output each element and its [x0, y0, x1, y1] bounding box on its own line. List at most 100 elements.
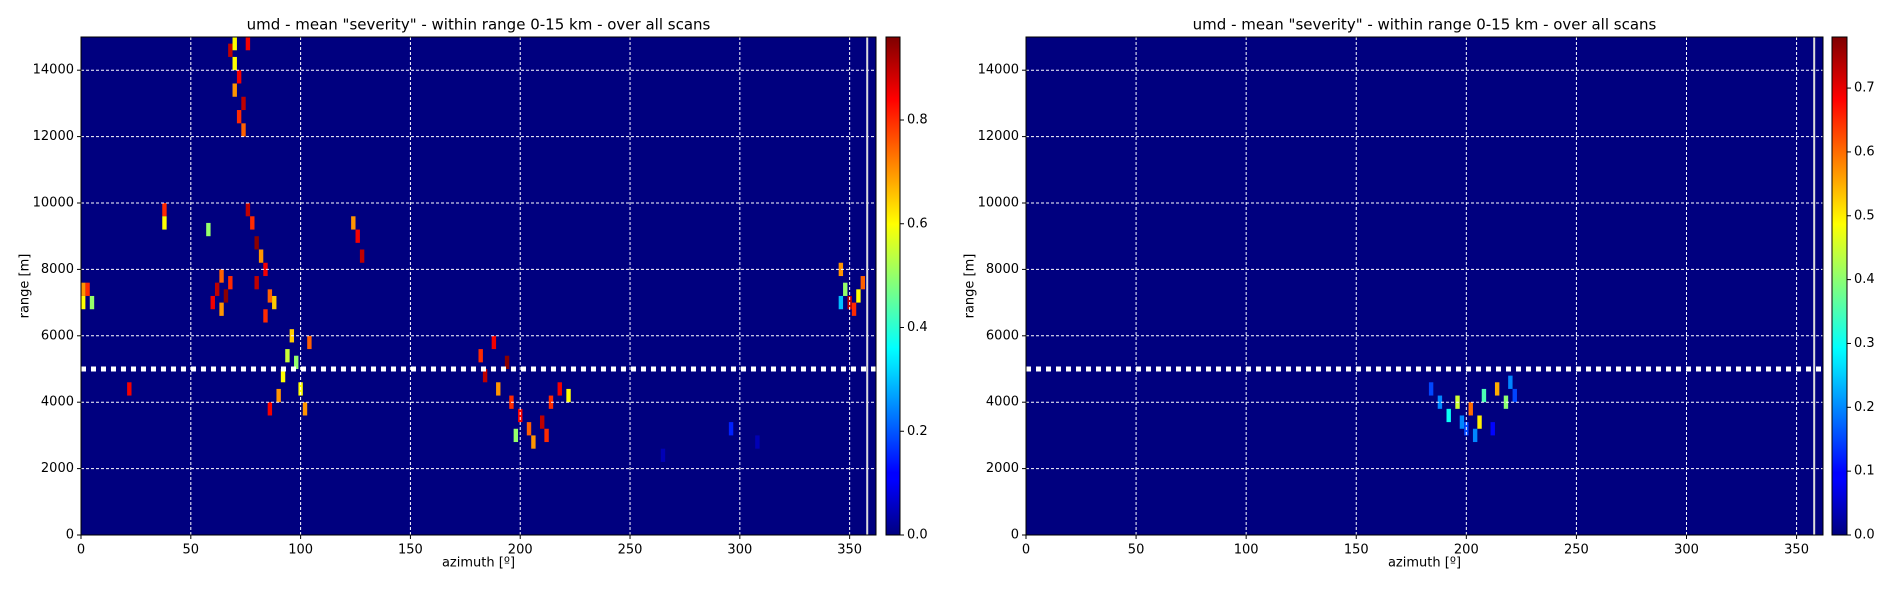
colorbar [885, 36, 901, 536]
heat-cell [526, 422, 532, 436]
heat-cell [228, 276, 233, 290]
heat-cell [210, 295, 215, 310]
heat-cell [1508, 375, 1513, 389]
heat-cell [482, 369, 488, 383]
heat-cell [245, 203, 251, 217]
colorbar-tick-label: 0.6 [1854, 144, 1875, 159]
heat-cell [1472, 428, 1478, 443]
y-tick-label: 10000 [33, 196, 74, 211]
heat-cell [513, 428, 519, 443]
y-tick-label: 0 [1011, 528, 1019, 543]
heat-cell [254, 236, 259, 250]
heat-cell [232, 37, 237, 51]
heat-cell [355, 229, 360, 243]
heat-cell [236, 110, 242, 124]
x-tick-label: 250 [1564, 543, 1589, 558]
heat-cell [755, 435, 760, 449]
colorbar-tick-label: 0.0 [907, 528, 928, 543]
heat-cell [1494, 382, 1500, 396]
y-axis-label: range [m] [18, 254, 33, 319]
heat-cell [548, 395, 554, 409]
x-tick-label: 300 [1674, 543, 1699, 558]
heat-cell [219, 302, 224, 316]
heat-cell [223, 289, 229, 303]
y-tick-label: 0 [66, 528, 74, 543]
colorbar-tick-label: 0.5 [1854, 208, 1875, 223]
y-tick-label: 8000 [986, 262, 1019, 277]
heat-cell [351, 216, 356, 230]
heat-cell [496, 382, 501, 396]
x-tick-label: 200 [1454, 543, 1479, 558]
plot-frame [80, 36, 877, 536]
heat-cell [843, 282, 848, 296]
heat-cell [544, 428, 549, 443]
heat-cell [728, 422, 734, 436]
y-axis-label: range [m] [963, 254, 978, 319]
x-tick-label: 350 [1784, 543, 1809, 558]
x-tick-label: 200 [508, 543, 533, 558]
heat-cell [258, 249, 264, 263]
y-tick-label: 14000 [33, 63, 74, 78]
heat-cell [276, 388, 281, 403]
heat-cell [359, 249, 365, 263]
x-tick-label: 300 [727, 543, 752, 558]
heat-cell [504, 355, 510, 369]
heat-cell [263, 309, 268, 323]
heat-cell [85, 282, 90, 296]
plot-background [1026, 37, 1823, 535]
y-tick-label: 8000 [41, 262, 74, 277]
heat-cell [838, 295, 844, 310]
x-tick-label: 250 [618, 543, 643, 558]
x-tick-label: 350 [837, 543, 862, 558]
heat-cell [1428, 382, 1434, 396]
heat-cell [491, 335, 497, 350]
heat-cell [214, 282, 220, 296]
y-tick-label: 4000 [986, 395, 1019, 410]
y-tick-label: 10000 [978, 196, 1019, 211]
heat-cell [81, 282, 86, 296]
colorbar-tick-label: 0.4 [907, 320, 928, 335]
heat-cell [294, 355, 299, 369]
y-tick-label: 4000 [41, 395, 74, 410]
heat-cell [162, 203, 167, 217]
x-tick-label: 150 [398, 543, 423, 558]
y-tick-label: 12000 [978, 129, 1019, 144]
heat-cell [232, 83, 237, 97]
colorbar-tick-label: 0.2 [1854, 400, 1875, 415]
y-tick-label: 12000 [33, 129, 74, 144]
heat-cell [307, 335, 312, 350]
heat-cell [539, 415, 545, 429]
chart-title: umd - mean "severity" - within range 0-1… [1193, 16, 1657, 34]
heat-cell [518, 408, 523, 423]
heat-cell [1468, 402, 1473, 416]
heat-cell [267, 402, 273, 416]
heat-cell [557, 382, 562, 396]
x-axis-label: azimuth [º] [442, 556, 515, 571]
heat-cell [127, 382, 132, 396]
heat-cell [302, 402, 308, 416]
heat-cell [206, 222, 211, 237]
heat-cell [232, 56, 237, 71]
heat-cell [219, 269, 224, 283]
heat-cell [851, 302, 857, 316]
heat-cell [1512, 388, 1517, 403]
heat-cell [1446, 408, 1451, 423]
heat-cell [245, 37, 251, 51]
x-tick-label: 0 [77, 543, 85, 558]
heat-cell [285, 349, 290, 363]
colorbar-tick-label: 0.1 [1854, 464, 1875, 479]
heat-cell [241, 96, 246, 111]
heat-cell [241, 123, 246, 137]
chart-title: umd - mean "severity" - within range 0-1… [247, 16, 711, 34]
heat-cell [81, 295, 86, 310]
heat-cell [856, 289, 861, 303]
heat-cell [478, 349, 483, 363]
heat-cell [267, 289, 273, 303]
heat-cell [250, 216, 255, 230]
x-tick-label: 100 [1234, 543, 1259, 558]
colorbar-tick-label: 0.8 [907, 113, 928, 128]
heat-cell [860, 276, 866, 290]
heat-cell [1477, 415, 1482, 429]
plot-frame [1025, 36, 1824, 536]
